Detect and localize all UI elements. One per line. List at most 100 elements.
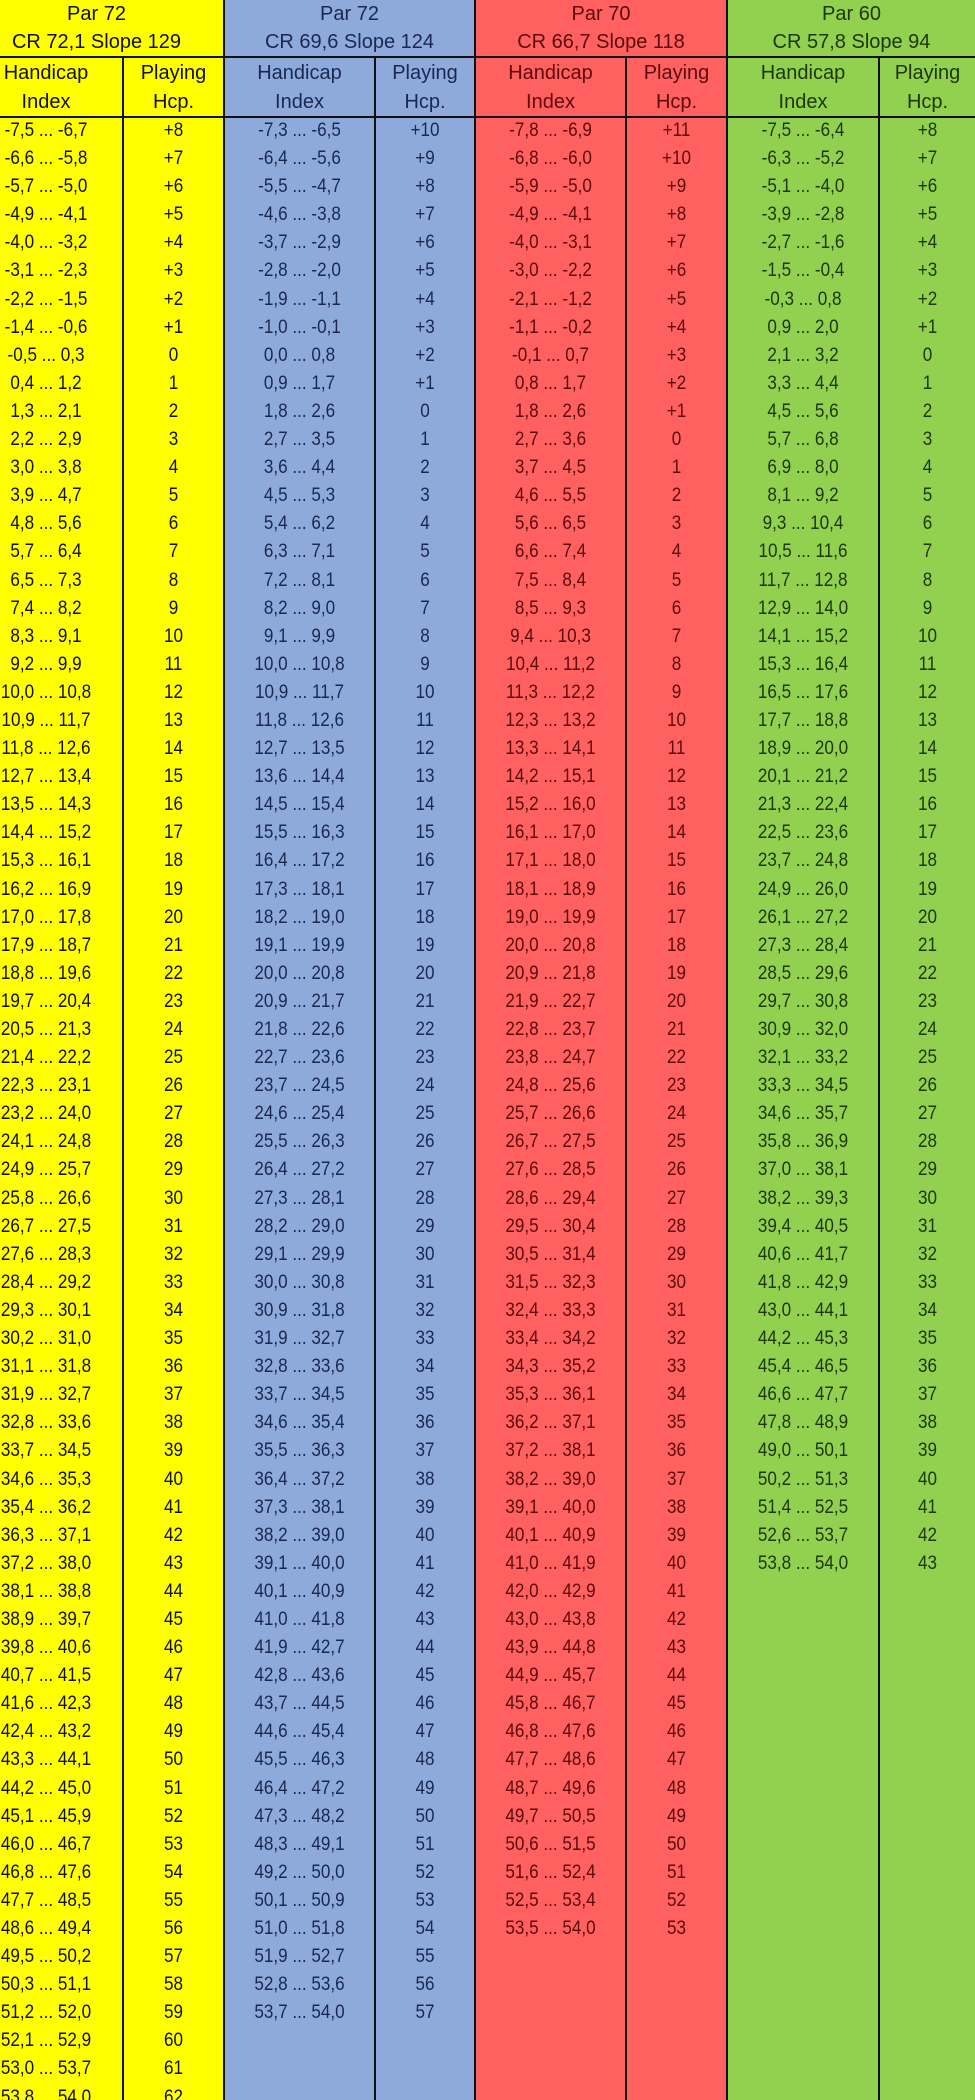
playing-handicap-value: 33 [917,1271,938,1293]
column-divider [122,57,124,2100]
handicap-index-range: 37,2 ... 38,0 [0,1552,92,1574]
playing-handicap-value: +9 [415,148,435,170]
header-divider [476,116,726,118]
handicap-index-range: -1,5 ... -0,4 [761,260,845,282]
playing-handicap-value: 27 [163,1103,184,1125]
playing-handicap-value: 4 [168,457,179,479]
playing-handicap-value: 20 [163,906,184,928]
header-divider [225,56,474,58]
playing-handicap-value: 13 [917,709,938,731]
handicap-index-range: -3,7 ... -2,9 [258,232,341,254]
playing-handicap-value: 36 [163,1356,184,1378]
handicap-index-range: 3,9 ... 4,7 [10,485,82,507]
playing-handicap-value: 2 [671,485,682,507]
handicap-index-range: 13,3 ... 14,1 [505,738,596,760]
handicap-index-range: 38,2 ... 39,3 [757,1187,849,1209]
playing-handicap-value: 47 [415,1721,435,1743]
handicap-index-range: 8,2 ... 9,0 [263,597,336,619]
playing-handicap-value: 14 [666,822,687,844]
handicap-index-range: 11,8 ... 12,6 [1,738,91,760]
handicap-index-range: 51,2 ... 52,0 [0,2002,92,2024]
handicap-index-range: 19,7 ... 20,4 [0,990,92,1012]
handicap-index-range: 27,6 ... 28,5 [505,1159,596,1181]
handicap-index-range: 11,8 ... 12,6 [254,709,345,731]
handicap-index-range: 30,0 ... 30,8 [254,1271,345,1293]
playing-handicap-value: 2 [922,400,933,422]
handicap-index-range: 4,8 ... 5,6 [10,513,82,535]
playing-handicap-value: 21 [666,1019,687,1040]
handicap-index-range: 1,8 ... 2,6 [263,400,336,422]
handicap-index-range: 24,8 ... 25,6 [505,1075,596,1097]
handicap-index-range: 23,8 ... 24,7 [505,1047,596,1069]
playing-handicap-value: 20 [917,906,938,928]
handicap-index-range: -2,8 ... -2,0 [258,260,341,282]
playing-handicap-value: 45 [415,1665,435,1687]
handicap-index-range: 51,9 ... 52,7 [254,1946,345,1968]
playing-handicap-value: 7 [922,541,933,563]
handicap-index-range: 35,4 ... 36,2 [0,1496,92,1518]
playing-hcp-header: Playing Hcp. [627,59,726,117]
playing-handicap-value: 32 [666,1328,687,1350]
handicap-index-range: 3,0 ... 3,8 [10,457,82,479]
handicap-index-range: 17,9 ... 18,7 [0,934,92,956]
playing-handicap-value: 24 [917,1019,938,1040]
handicap-index-range: 43,3 ... 44,1 [0,1749,92,1771]
playing-handicap-value: +6 [163,176,184,198]
handicap-index-range: 4,5 ... 5,6 [767,400,839,422]
handicap-index-range: 48,7 ... 49,6 [505,1777,596,1799]
handicap-index-range: 24,6 ... 25,4 [254,1103,345,1125]
course-rating-slope-label: CR 66,7 Slope 118 [517,31,685,53]
handicap-index-range: 31,5 ... 32,3 [505,1271,596,1293]
header-line: Index [778,91,828,113]
playing-handicap-value: 13 [415,766,435,788]
playing-handicap-value: +2 [666,372,687,394]
playing-handicap-value: 40 [666,1552,687,1574]
playing-handicap-value: 40 [415,1524,435,1546]
header-line: Handicap [3,62,89,84]
playing-handicap-value: 50 [415,1805,435,1827]
playing-handicap-value: 33 [415,1328,435,1350]
handicap-index-range: 34,3 ... 35,2 [505,1356,596,1378]
handicap-index-range: 49,2 ... 50,0 [254,1861,345,1883]
handicap-index-range: 17,1 ... 18,0 [505,850,596,872]
playing-handicap-value: 48 [163,1693,184,1715]
playing-handicap-value: 7 [420,597,430,619]
handicap-index-range: 19,0 ... 19,9 [505,906,596,928]
handicap-index-range: 50,3 ... 51,1 [0,1974,92,1996]
playing-handicap-value: +4 [917,232,938,254]
playing-handicap-value: 42 [415,1580,435,1602]
playing-handicap-value: 3 [671,513,682,535]
handicap-index-range: 39,8 ... 40,6 [0,1637,92,1659]
handicap-index-range: 42,8 ... 43,6 [254,1665,345,1687]
handicap-index-range: 26,7 ... 27,5 [505,1131,596,1153]
handicap-index-range: -4,9 ... -4,1 [509,204,592,226]
handicap-index-range: 38,2 ... 39,0 [505,1468,596,1490]
handicap-index-range: 25,5 ... 26,3 [254,1131,345,1153]
playing-handicap-value: 22 [415,1019,435,1040]
playing-handicap-value: 42 [163,1524,184,1546]
playing-handicap-value: +1 [666,400,687,422]
handicap-index-range: 0,9 ... 1,7 [263,372,336,394]
handicap-index-range: 21,9 ... 22,7 [505,990,596,1012]
playing-handicap-value: 31 [163,1215,184,1237]
playing-handicap-value: +5 [666,288,687,310]
handicap-index-range: 17,0 ... 17,8 [0,906,92,928]
playing-handicap-value: 45 [163,1608,184,1630]
handicap-index-range: 12,7 ... 13,5 [254,738,345,760]
handicap-index-range: 49,7 ... 50,5 [505,1805,596,1827]
handicap-index-range: 40,1 ... 40,9 [254,1580,345,1602]
playing-handicap-value: 41 [415,1552,435,1574]
handicap-index-range: 3,7 ... 4,5 [514,457,587,479]
playing-handicap-value: 44 [666,1665,687,1687]
playing-handicap-value: 6 [420,569,430,591]
playing-handicap-value: 17 [415,878,435,900]
handicap-index-range: 19,1 ... 19,9 [254,934,345,956]
handicap-index-range: -5,7 ... -5,0 [4,176,88,198]
playing-handicap-value: 26 [917,1075,938,1097]
handicap-index-range: 10,9 ... 11,7 [254,681,345,703]
playing-handicap-value: 35 [666,1412,687,1434]
handicap-index-range: 37,2 ... 38,1 [505,1440,596,1462]
handicap-index-range: 39,1 ... 40,0 [254,1552,345,1574]
playing-handicap-value: 2 [168,400,179,422]
handicap-index-range: 36,4 ... 37,2 [254,1468,345,1490]
